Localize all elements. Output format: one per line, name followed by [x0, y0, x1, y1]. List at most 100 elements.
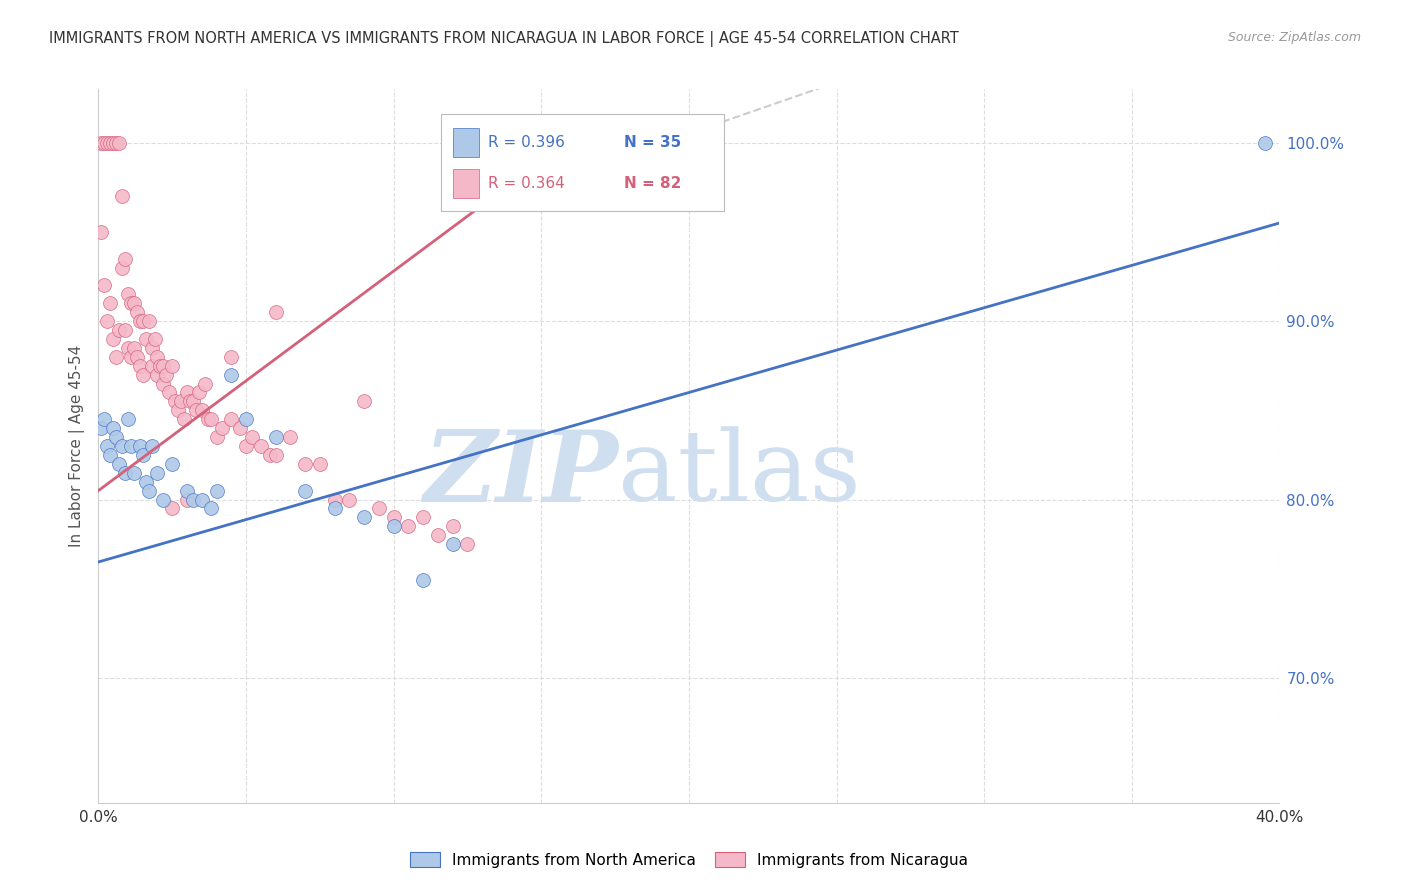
Point [125, 305, 148, 319]
Y-axis label: In Labor Force | Age 45-54: In Labor Force | Age 45-54 [69, 345, 84, 547]
Text: R = 0.396: R = 0.396 [488, 136, 565, 150]
Point [141, 359, 163, 373]
Point [120, 296, 142, 310]
Point [96, 439, 118, 453]
Point [264, 430, 287, 444]
Point [117, 412, 139, 426]
Point [165, 394, 187, 409]
Point [128, 439, 150, 453]
Point [1254, 136, 1277, 150]
Point [98, 296, 121, 310]
Point [187, 385, 209, 400]
Point [155, 368, 177, 382]
Point [120, 439, 142, 453]
Point [240, 430, 263, 444]
Point [132, 314, 155, 328]
Point [96, 136, 118, 150]
Point [132, 368, 155, 382]
Point [441, 537, 464, 551]
Point [221, 412, 243, 426]
Point [103, 136, 125, 150]
Text: atlas: atlas [619, 426, 860, 523]
Point [294, 483, 316, 498]
Point [111, 260, 134, 275]
Point [412, 510, 434, 524]
Point [221, 350, 243, 364]
Point [135, 475, 157, 489]
Point [170, 394, 193, 409]
Point [294, 457, 316, 471]
Point [173, 412, 195, 426]
Point [90, 421, 112, 435]
Point [135, 332, 157, 346]
Point [191, 403, 214, 417]
Point [141, 341, 163, 355]
Legend: Immigrants from North America, Immigrants from Nicaragua: Immigrants from North America, Immigrant… [404, 846, 974, 873]
Point [117, 341, 139, 355]
Point [323, 492, 346, 507]
Text: N = 35: N = 35 [624, 136, 682, 150]
Point [323, 501, 346, 516]
Point [111, 439, 134, 453]
Point [146, 368, 169, 382]
Point [191, 492, 214, 507]
FancyBboxPatch shape [441, 114, 724, 211]
Text: ZIP: ZIP [423, 426, 619, 523]
Point [103, 421, 125, 435]
Point [152, 359, 174, 373]
Point [146, 350, 169, 364]
Point [205, 430, 228, 444]
Point [235, 412, 257, 426]
Point [146, 466, 169, 480]
Text: Source: ZipAtlas.com: Source: ZipAtlas.com [1227, 31, 1361, 45]
Point [128, 314, 150, 328]
Point [176, 492, 198, 507]
Point [162, 501, 183, 516]
Point [162, 457, 183, 471]
Point [184, 403, 207, 417]
Point [157, 385, 180, 400]
Point [114, 252, 136, 266]
Point [98, 448, 121, 462]
Point [105, 350, 128, 364]
Point [138, 483, 160, 498]
Point [396, 519, 419, 533]
Point [176, 385, 198, 400]
Point [412, 573, 434, 587]
Point [138, 314, 160, 328]
Point [456, 537, 478, 551]
Point [93, 278, 115, 293]
Point [108, 323, 131, 337]
Point [128, 359, 150, 373]
Point [114, 466, 136, 480]
Point [194, 376, 217, 391]
Point [108, 136, 131, 150]
Point [353, 394, 375, 409]
Point [117, 287, 139, 301]
Point [197, 412, 219, 426]
Point [90, 225, 112, 239]
Point [229, 421, 252, 435]
Point [152, 492, 174, 507]
Point [108, 457, 131, 471]
Point [235, 439, 257, 453]
Point [152, 376, 174, 391]
Point [114, 323, 136, 337]
Point [149, 359, 172, 373]
Point [143, 332, 166, 346]
Point [200, 501, 222, 516]
Point [181, 394, 204, 409]
Point [339, 492, 360, 507]
Point [122, 341, 145, 355]
Point [105, 430, 128, 444]
Text: R = 0.364: R = 0.364 [488, 176, 565, 191]
Point [167, 403, 190, 417]
Point [382, 510, 405, 524]
Point [141, 439, 163, 453]
Point [382, 519, 405, 533]
Point [103, 332, 125, 346]
Point [111, 189, 134, 203]
Point [353, 510, 375, 524]
Point [176, 483, 198, 498]
Point [181, 492, 204, 507]
